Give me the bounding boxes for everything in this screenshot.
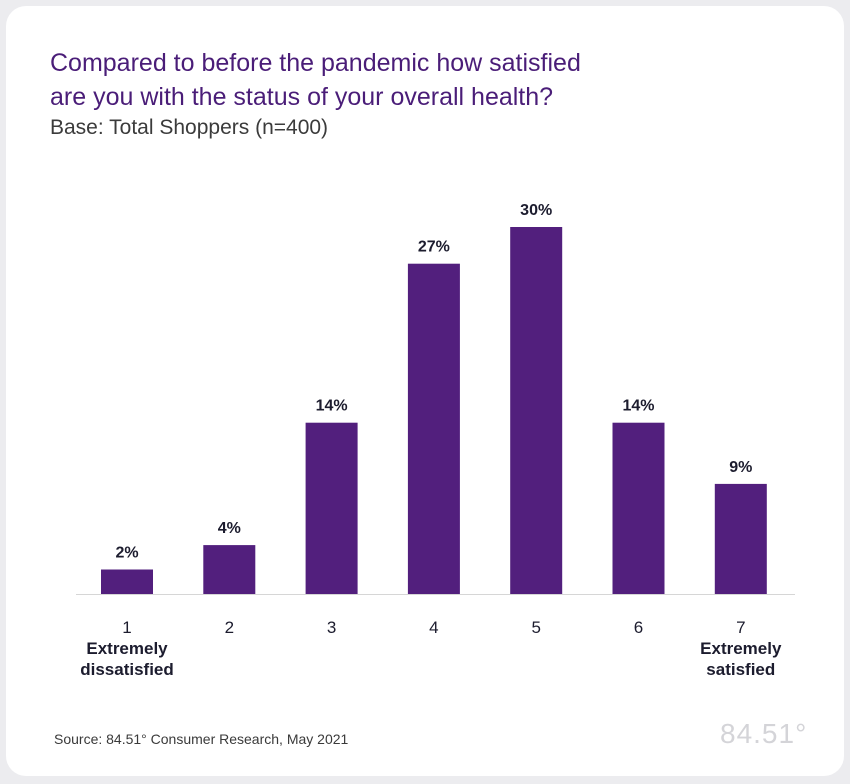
tick-label-2: 2 [225, 618, 234, 637]
tick-label-7: 7 [736, 618, 745, 637]
bar-3 [305, 422, 358, 594]
tick-sublabel-1-1: Extremely [86, 639, 168, 658]
bar-2 [203, 545, 256, 594]
data-label-1: 2% [115, 545, 138, 562]
watermark-line-1: DESIRED [659, 197, 731, 214]
tick-sublabel-7-1: Extremely [700, 639, 782, 658]
data-label-5: 30% [520, 202, 552, 219]
tick-label-3: 3 [327, 618, 336, 637]
data-label-6: 14% [622, 398, 654, 415]
data-label-7: 9% [729, 459, 752, 476]
brand-logo: 84.51° [720, 718, 808, 749]
bar-5 [510, 227, 563, 594]
bar-6 [612, 422, 665, 594]
source-note: Source: 84.51° Consumer Research, May 20… [54, 731, 349, 747]
tick-label-1: 1 [122, 618, 131, 637]
data-label-3: 14% [316, 398, 348, 415]
tick-label-4: 4 [429, 618, 438, 637]
tick-sublabel-7-2: satisfied [706, 660, 775, 679]
watermark-line-2: DESIGN [664, 218, 726, 235]
tick-label-5: 5 [531, 618, 540, 637]
title-line-2: are you with the status of your overall … [50, 83, 554, 111]
watermark-line-3: ATTRIBUTE [651, 239, 739, 256]
title-line-1: Compared to before the pandemic how sati… [50, 49, 581, 77]
chart-title: Compared to before the pandemic how sati… [50, 46, 750, 114]
watermark-text: DESIRED DESIGN ATTRIBUTE [620, 195, 770, 258]
chart-subtitle: Base: Total Shoppers (n=400) [50, 116, 329, 139]
bar-4 [407, 263, 460, 594]
data-label-4: 27% [418, 239, 450, 256]
data-label-2: 4% [218, 520, 241, 537]
tick-sublabel-1-2: dissatisfied [80, 660, 174, 679]
bar-7 [714, 483, 767, 594]
tick-label-6: 6 [634, 618, 643, 637]
bar-1 [101, 569, 153, 594]
